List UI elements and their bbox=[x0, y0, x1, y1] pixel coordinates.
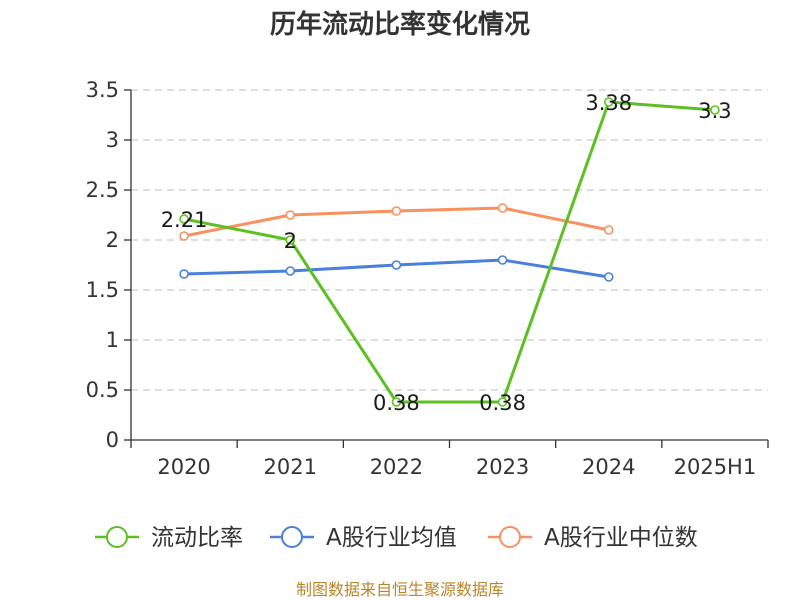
x-tick-label: 2021 bbox=[264, 455, 317, 479]
y-tick-label: 3 bbox=[106, 128, 119, 152]
legend-label: A股行业均值 bbox=[326, 525, 457, 551]
series-line bbox=[183, 100, 716, 404]
chart-title: 历年流动比率变化情况 bbox=[270, 9, 530, 40]
data-point bbox=[710, 105, 720, 115]
data-label: 0.38 bbox=[373, 391, 420, 415]
data-label: 0.38 bbox=[479, 391, 526, 415]
x-tick-label: 2023 bbox=[476, 455, 529, 479]
data-point bbox=[603, 272, 614, 282]
legend-label: 流动比率 bbox=[151, 525, 243, 551]
y-tick-label: 0.5 bbox=[86, 378, 119, 402]
y-tick-label: 1 bbox=[106, 328, 119, 352]
legend-marker bbox=[106, 526, 128, 548]
legend[interactable]: 流动比率 A股行业均值 A股行业中位数 bbox=[95, 525, 698, 551]
data-label: 2.21 bbox=[161, 208, 208, 232]
data-point bbox=[179, 231, 189, 241]
x-tick-label: 2022 bbox=[370, 455, 423, 479]
legend-label: A股行业中位数 bbox=[544, 525, 698, 551]
legend-marker bbox=[281, 526, 303, 548]
x-tick-label: 2020 bbox=[157, 455, 210, 479]
data-point bbox=[179, 214, 189, 224]
data-label: 2 bbox=[284, 229, 297, 253]
data-point bbox=[497, 203, 508, 213]
data-point bbox=[179, 269, 189, 279]
legend-marker bbox=[499, 526, 521, 548]
y-tick-label: 3.5 bbox=[86, 78, 119, 102]
data-labels: 2.21 2 0.38 0.38 3.38 3.3 bbox=[161, 91, 732, 415]
data-label: 3.38 bbox=[585, 91, 632, 115]
data-point bbox=[603, 97, 614, 107]
data-point bbox=[391, 260, 402, 270]
data-point bbox=[497, 397, 508, 407]
y-tick-label: 2 bbox=[106, 228, 119, 252]
x-tick-label: 2024 bbox=[582, 455, 635, 479]
data-point bbox=[285, 235, 296, 245]
y-tick-label: 0 bbox=[106, 428, 119, 452]
y-tick-label: 2.5 bbox=[86, 178, 119, 202]
data-point bbox=[391, 397, 402, 407]
grid bbox=[131, 89, 768, 391]
data-point bbox=[497, 255, 508, 265]
y-tick-label: 1.5 bbox=[86, 278, 119, 302]
data-point bbox=[285, 210, 296, 220]
data-point bbox=[603, 225, 614, 235]
source-note: 制图数据来自恒生聚源数据库 bbox=[296, 580, 504, 599]
data-point bbox=[285, 266, 296, 276]
x-tick-label: 2025H1 bbox=[674, 455, 757, 479]
axes: 0 0.5 1 1.5 2 2.5 3 3.5 2020 2021 2022 2023 2024 2025… bbox=[86, 78, 769, 479]
series bbox=[179, 97, 720, 407]
data-point bbox=[391, 206, 402, 216]
data-label: 3.3 bbox=[698, 99, 731, 123]
